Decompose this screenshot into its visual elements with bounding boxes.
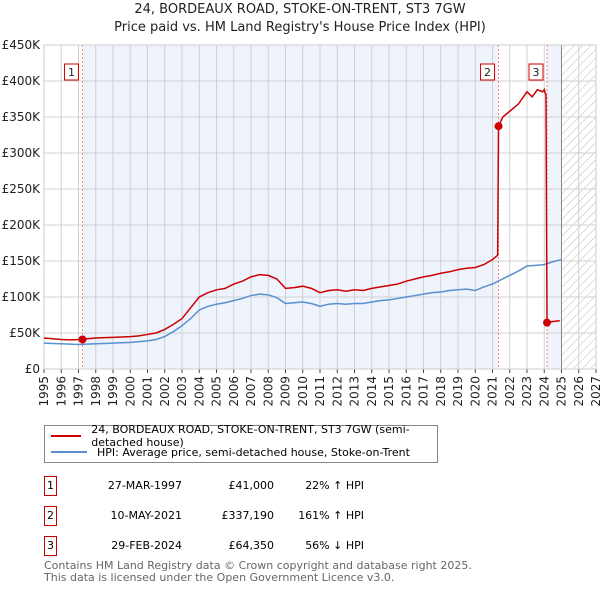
x-tick-label: 2002 [158,376,172,407]
transaction-row: 2 10-MAY-2021 £337,190 161% ↑ HPI [44,506,444,526]
transaction-date: 27-MAR-1997 [107,479,182,492]
x-tick-label: 2009 [279,376,293,407]
transaction-date: 29-FEB-2024 [111,539,182,552]
x-tick-label: 2007 [244,376,258,407]
x-tick-label: 2027 [589,376,600,407]
transaction-row: 3 29-FEB-2024 £64,350 56% ↓ HPI [44,536,444,556]
x-tick-label: 2021 [486,376,500,407]
chart-subtitle: Price paid vs. HM Land Registry's House … [114,20,486,35]
x-tick-label: 2006 [227,376,241,407]
x-tick-label: 2020 [468,376,482,407]
x-tick-label: 2018 [434,376,448,407]
x-tick-label: 2023 [520,376,534,407]
transaction-hpi-change: 22% ↑ HPI [305,479,364,492]
x-tick-label: 2010 [296,376,310,407]
transaction-date: 10-MAY-2021 [110,509,182,522]
x-tick-label: 2005 [210,376,224,407]
transaction-hpi-change: 56% ↓ HPI [305,539,364,552]
ownership-shade [547,45,562,369]
x-tick-label: 2012 [330,376,344,407]
transaction-number: 1 [44,476,57,496]
transaction-number: 2 [44,506,57,526]
y-tick-label: £150K [2,254,42,268]
sale-point [78,335,87,344]
x-tick-label: 1997 [72,376,86,407]
transaction-price: £41,000 [228,479,275,492]
x-tick-label: 2026 [572,376,586,407]
legend: 24, BORDEAUX ROAD, STOKE-ON-TRENT, ST3 7… [44,423,438,463]
x-tick-label: 2004 [192,376,206,407]
x-tick-label: 2017 [417,376,431,407]
property-price-line [43,88,560,341]
sale-point [494,122,503,131]
x-tick-label: 2008 [261,376,275,407]
y-tick-label: £0 [25,362,40,376]
plot-frame [43,44,597,370]
hpi-line [43,258,562,346]
y-tick-label: £350K [2,110,42,124]
sale-label: 2 [484,66,491,79]
sale-label: 1 [68,66,75,79]
legend-item-hpi: HPI: Average price, semi-detached house,… [51,444,410,460]
chart-title: 24, BORDEAUX ROAD, STOKE-ON-TRENT, ST3 7… [134,2,466,17]
sale-label-box [528,63,544,81]
transaction-price: £337,190 [221,509,275,522]
price-chart: 1995 1996 1997 1998 1999 2000 2001 2002 2003 2004… [2,38,600,407]
x-tick-label: 2013 [348,376,362,407]
x-tick-label: 1999 [106,376,120,407]
y-tick-label: £400K [2,74,42,88]
x-tick-label: 2025 [555,376,569,407]
y-tick-label: £300K [2,146,42,160]
ownership-shade [82,45,499,369]
sale-label: 3 [533,66,540,79]
x-tick-label: 2000 [123,376,137,407]
footer: Contains HM Land Registry data © Crown c… [44,560,472,584]
sale-label-box [63,63,79,81]
x-tick-label: 2014 [365,376,379,407]
transaction-number: 3 [44,536,57,556]
x-tick-label: 2003 [175,376,189,407]
transaction-row: 1 27-MAR-1997 £41,000 22% ↑ HPI [44,476,444,496]
y-tick-label: £200K [2,218,42,232]
transaction-price: £64,350 [228,539,275,552]
y-tick-label: £100K [2,290,42,304]
transaction-hpi-change: 161% ↑ HPI [298,509,364,522]
x-tick-label: 2022 [503,376,517,407]
legend-item-property: 24, BORDEAUX ROAD, STOKE-ON-TRENT, ST3 7… [51,423,437,449]
footer-line: Contains HM Land Registry data © Crown c… [44,559,472,572]
y-tick-label: £50K [9,326,41,340]
x-tick-label: 2016 [399,376,413,407]
sale-label-box [480,63,496,81]
y-tick-label: £250K [2,182,42,196]
y-tick-label: £450K [2,38,42,52]
x-tick-label: 2015 [382,376,396,407]
footer-line: This data is licensed under the Open Gov… [44,571,395,584]
sale-point [543,318,552,327]
x-tick-label: 2001 [141,376,155,407]
x-tick-label: 1998 [89,376,103,407]
x-tick-label: 2024 [537,376,551,407]
x-tick-label: 1995 [37,376,51,407]
x-tick-label: 2019 [451,376,465,407]
legend-label: HPI: Average price, semi-detached house,… [97,445,410,459]
x-tick-label: 1996 [54,376,68,407]
x-tick-label: 2011 [313,376,327,407]
legend-label: 24, BORDEAUX ROAD, STOKE-ON-TRENT, ST3 7… [91,423,410,449]
